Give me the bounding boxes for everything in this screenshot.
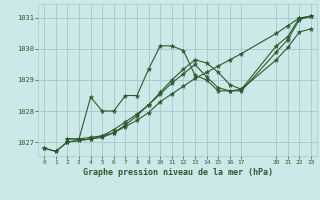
- X-axis label: Graphe pression niveau de la mer (hPa): Graphe pression niveau de la mer (hPa): [83, 168, 273, 177]
